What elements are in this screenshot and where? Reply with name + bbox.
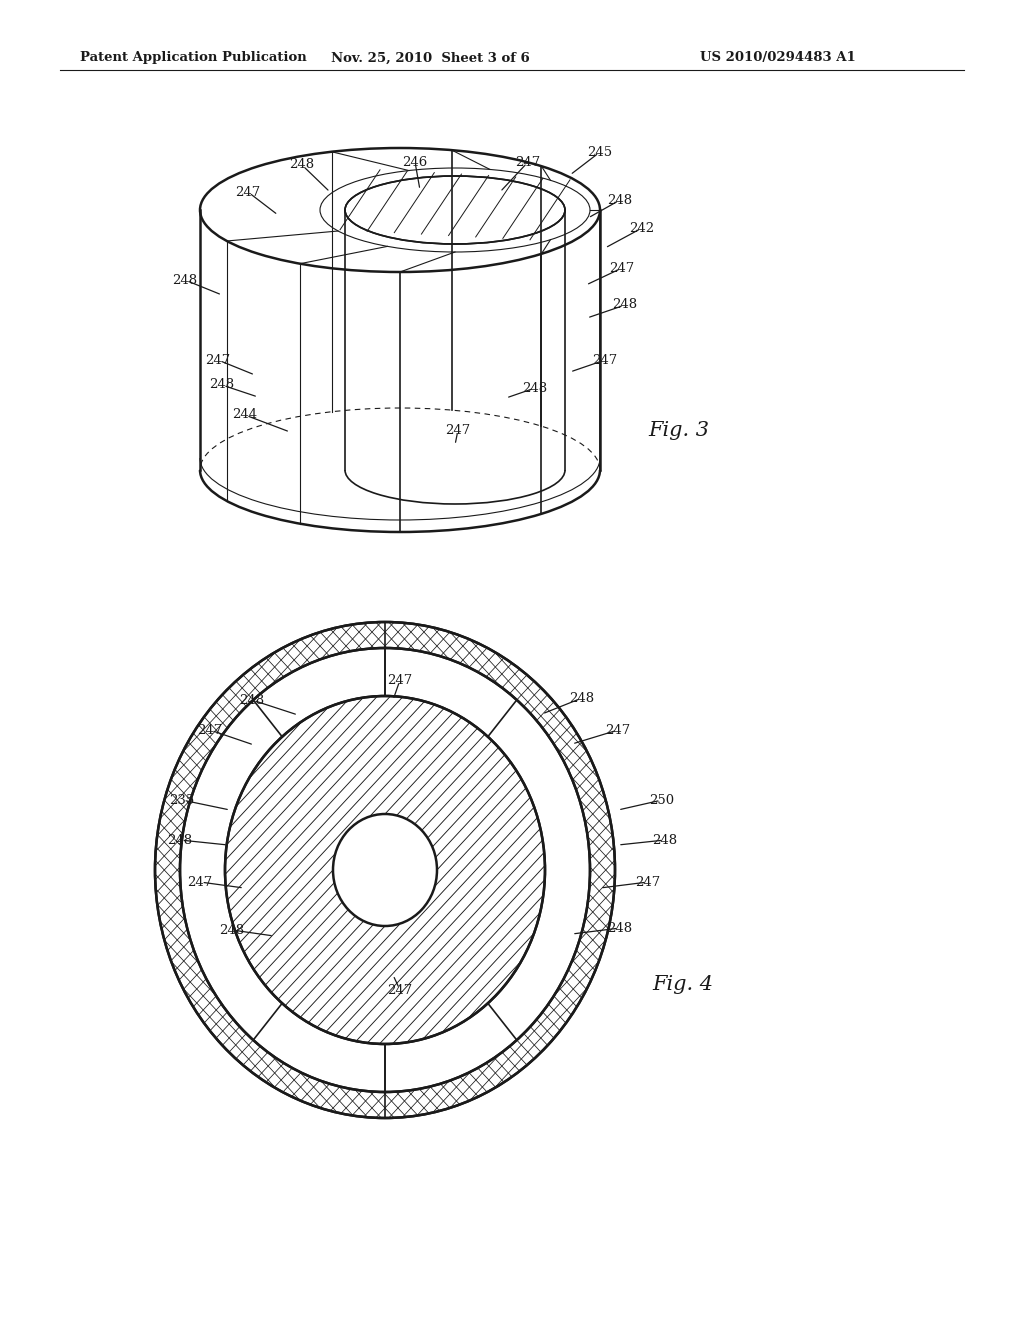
Text: 247: 247	[387, 673, 413, 686]
Text: 247: 247	[635, 875, 660, 888]
Text: 247: 247	[236, 186, 261, 198]
Text: 247: 247	[445, 424, 471, 437]
Ellipse shape	[333, 814, 437, 927]
Text: 247: 247	[592, 354, 617, 367]
Text: 248: 248	[569, 692, 595, 705]
Text: 247: 247	[187, 875, 213, 888]
Text: 248: 248	[612, 298, 638, 312]
Text: 248: 248	[168, 833, 193, 846]
Text: 247: 247	[515, 156, 541, 169]
Text: 248: 248	[210, 379, 234, 392]
Text: 248: 248	[219, 924, 245, 936]
Text: 245: 245	[588, 145, 612, 158]
Text: US 2010/0294483 A1: US 2010/0294483 A1	[700, 51, 856, 65]
Text: 244: 244	[232, 408, 258, 421]
Text: 248: 248	[172, 273, 198, 286]
Text: 248: 248	[522, 381, 548, 395]
Text: 247: 247	[387, 983, 413, 997]
Text: 246: 246	[402, 156, 428, 169]
Text: 247: 247	[609, 261, 635, 275]
Text: 248: 248	[240, 693, 264, 706]
Text: 250: 250	[649, 793, 675, 807]
Text: 248: 248	[652, 833, 678, 846]
Text: 235: 235	[169, 793, 195, 807]
Text: 247: 247	[198, 723, 222, 737]
Text: 242: 242	[630, 222, 654, 235]
Text: 248: 248	[607, 921, 633, 935]
Text: Patent Application Publication: Patent Application Publication	[80, 51, 307, 65]
Text: 247: 247	[605, 723, 631, 737]
Text: 248: 248	[607, 194, 633, 206]
Text: 248: 248	[290, 158, 314, 172]
Text: Nov. 25, 2010  Sheet 3 of 6: Nov. 25, 2010 Sheet 3 of 6	[331, 51, 529, 65]
Text: Fig. 4: Fig. 4	[652, 975, 713, 994]
Text: 247: 247	[206, 354, 230, 367]
Text: Fig. 3: Fig. 3	[648, 421, 709, 440]
